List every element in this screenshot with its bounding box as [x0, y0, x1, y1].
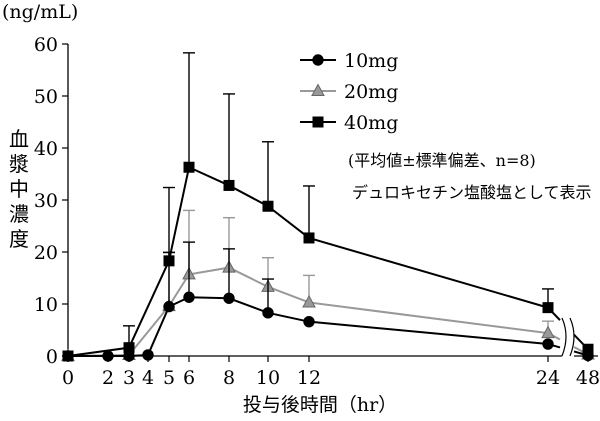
note-mean-sd: (平均値±標準偏差、n=8) — [348, 151, 536, 170]
data-point — [542, 338, 554, 350]
y-axis-label-char: 漿 — [9, 152, 29, 176]
series-20mg — [61, 209, 595, 361]
series-line — [67, 266, 549, 357]
data-point — [262, 307, 274, 319]
axis-break-mark — [561, 317, 567, 357]
y-tick-label: 10 — [34, 294, 58, 316]
data-point — [541, 325, 555, 339]
y-tick-label: 20 — [34, 242, 58, 264]
x-tick-label: 6 — [183, 367, 195, 389]
y-ticks: 0 10 20 30 40 50 60 — [34, 34, 68, 368]
data-point — [262, 200, 274, 212]
x-tick-label: 12 — [297, 367, 321, 389]
data-point — [303, 315, 315, 328]
data-point — [123, 342, 135, 354]
x-axis-label: 投与後時間（hr） — [243, 394, 397, 416]
data-point — [302, 294, 316, 308]
y-axis-label-char: 中 — [9, 177, 29, 201]
data-point — [163, 300, 175, 313]
legend-marker — [311, 83, 325, 96]
data-point — [582, 343, 594, 355]
legend: 10mg 20mg 40mg — [300, 50, 398, 134]
data-point — [62, 350, 74, 362]
data-point — [183, 161, 195, 173]
data-point — [542, 302, 554, 314]
x-tick-label: 8 — [223, 367, 235, 389]
series-40mg — [62, 52, 594, 362]
axis-break-mark — [569, 317, 575, 357]
y-tick-label: 50 — [34, 86, 58, 108]
legend-label: 10mg — [344, 50, 398, 72]
series-line — [67, 165, 549, 357]
legend-item-10mg: 10mg — [300, 50, 398, 72]
note-expressed-as: デュロキセチン塩酸塩として表示 — [352, 183, 592, 202]
series-line — [68, 296, 549, 357]
x-tick-label: 5 — [163, 367, 175, 389]
y-tick-label: 0 — [46, 346, 58, 368]
legend-marker — [312, 116, 324, 128]
x-tick-label: 4 — [142, 367, 154, 389]
y-unit-label: (ng/mL) — [2, 1, 78, 23]
x-tick-label: 0 — [62, 367, 74, 389]
data-point — [223, 179, 235, 191]
y-axis-label-char: 濃 — [9, 202, 29, 226]
legend-item-40mg: 40mg — [300, 112, 398, 134]
x-ticks: 0 2 3 4 5 6 8 10 12 24 48 — [62, 356, 600, 389]
x-tick-label: 24 — [536, 367, 560, 389]
data-point — [223, 292, 235, 304]
x-tick-label: 10 — [256, 367, 280, 389]
x-tick-label: 48 — [576, 367, 600, 389]
y-axis-label-char: 度 — [9, 227, 29, 251]
data-point — [303, 232, 315, 244]
data-point — [102, 350, 114, 362]
y-axis-label-char: 血 — [9, 127, 29, 151]
x-tick-label: 3 — [123, 367, 135, 389]
legend-label: 40mg — [344, 112, 398, 134]
data-point — [142, 349, 154, 361]
series-layer — [61, 52, 595, 362]
legend-marker — [312, 54, 324, 66]
y-tick-label: 60 — [34, 34, 58, 56]
legend-label: 20mg — [344, 81, 398, 103]
y-tick-label: 40 — [34, 138, 58, 160]
legend-item-20mg: 20mg — [300, 81, 398, 103]
x-tick-label: 2 — [102, 367, 114, 389]
series-10mg — [62, 241, 594, 362]
data-point — [163, 255, 175, 267]
y-tick-label: 30 — [34, 190, 58, 212]
data-point — [183, 291, 195, 303]
